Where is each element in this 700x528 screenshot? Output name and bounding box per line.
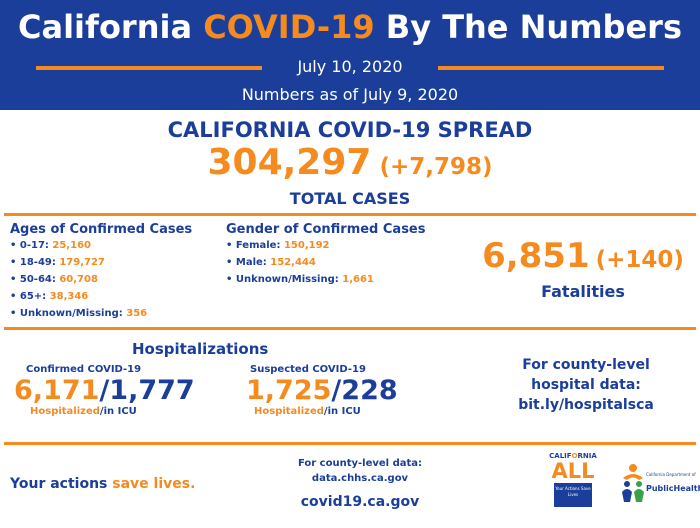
ages-section: Ages of Confirmed Cases • 0-17: 25,160 •… (10, 222, 192, 322)
suspected-numbers: 1,725/228 (246, 375, 398, 406)
county-hospital-line1: For county-level (522, 357, 650, 373)
report-date: July 10, 2020 (297, 57, 403, 76)
spread-title: CALIFORNIA COVID-19 SPREAD (167, 118, 533, 142)
suspected-hospital-block: Suspected COVID-19 1,725/228 Hospitalize… (246, 364, 398, 417)
fatalities-value: 6,851 (482, 236, 590, 276)
hospital-link[interactable]: bit.ly/hospitalsca (518, 397, 654, 413)
gender-section: Gender of Confirmed Cases • Female: 150,… (226, 222, 426, 288)
actions-slogan: Your actions save lives. (10, 476, 196, 492)
confirmed-hospital-block: Confirmed COVID-19 6,171/1,777 Hospitali… (14, 364, 195, 417)
confirmed-footnote: Hospitalized/in ICU (30, 406, 137, 417)
covid-site-link[interactable]: covid19.ca.gov (300, 494, 420, 510)
total-cases-label: TOTAL CASES (289, 189, 411, 208)
california-all-logo: CALIFORNIA ALL Your Actions Save Lives (548, 452, 598, 516)
header-divider-left (36, 66, 262, 70)
suspected-subtitle: Suspected COVID-19 (250, 364, 366, 375)
fatalities-label: Fatalities (541, 282, 625, 301)
list-item: • Female: 150,192 (226, 240, 330, 251)
gender-title: Gender of Confirmed Cases (226, 222, 426, 237)
fatalities-delta: (+140) (595, 247, 684, 273)
header-banner (0, 0, 700, 110)
divider (4, 327, 696, 330)
divider (4, 213, 696, 216)
county-data-line1: For county-level data: (297, 458, 423, 469)
hospitalizations-title: Hospitalizations (132, 340, 269, 358)
confirmed-numbers: 6,171/1,777 (14, 375, 195, 406)
county-hospital-line2: hospital data: (531, 377, 641, 393)
ages-list: • 0-17: 25,160 • 18-49: 179,727 • 50-64:… (10, 237, 192, 322)
total-cases: 304,297 (+7,798) (0, 142, 700, 183)
list-item: • 50-64: 60,708 (10, 274, 98, 285)
list-item: • 65+: 38,346 (10, 291, 89, 302)
as-of-date: Numbers as of July 9, 2020 (241, 85, 459, 104)
county-data-link[interactable]: data.chhs.ca.gov (311, 473, 409, 484)
divider (4, 442, 696, 445)
confirmed-subtitle: Confirmed COVID-19 (26, 364, 142, 375)
total-cases-value: 304,297 (207, 142, 372, 183)
cdph-logo: California Department of PublicHealth (620, 462, 700, 512)
cdph-figures-icon (622, 464, 644, 502)
list-item: • Unknown/Missing: 1,661 (226, 274, 374, 285)
list-item: • 18-49: 179,727 (10, 257, 105, 268)
list-item: • 0-17: 25,160 (10, 240, 91, 251)
total-cases-delta: (+7,798) (379, 154, 493, 180)
fatalities: 6,851 (+140) (478, 236, 688, 276)
page-title: California COVID-19 By The Numbers (18, 8, 682, 46)
county-hospital-info: For county-level hospital data: bit.ly/h… (488, 355, 684, 415)
county-data-info: For county-level data: data.chhs.ca.gov (260, 456, 460, 486)
suspected-footnote: Hospitalized/in ICU (254, 406, 361, 417)
gender-list: • Female: 150,192 • Male: 152,444 • Unkn… (226, 237, 426, 288)
ages-title: Ages of Confirmed Cases (10, 222, 193, 237)
header-divider-right (438, 66, 664, 70)
list-item: • Unknown/Missing: 356 (10, 308, 148, 319)
list-item: • Male: 152,444 (226, 257, 316, 268)
